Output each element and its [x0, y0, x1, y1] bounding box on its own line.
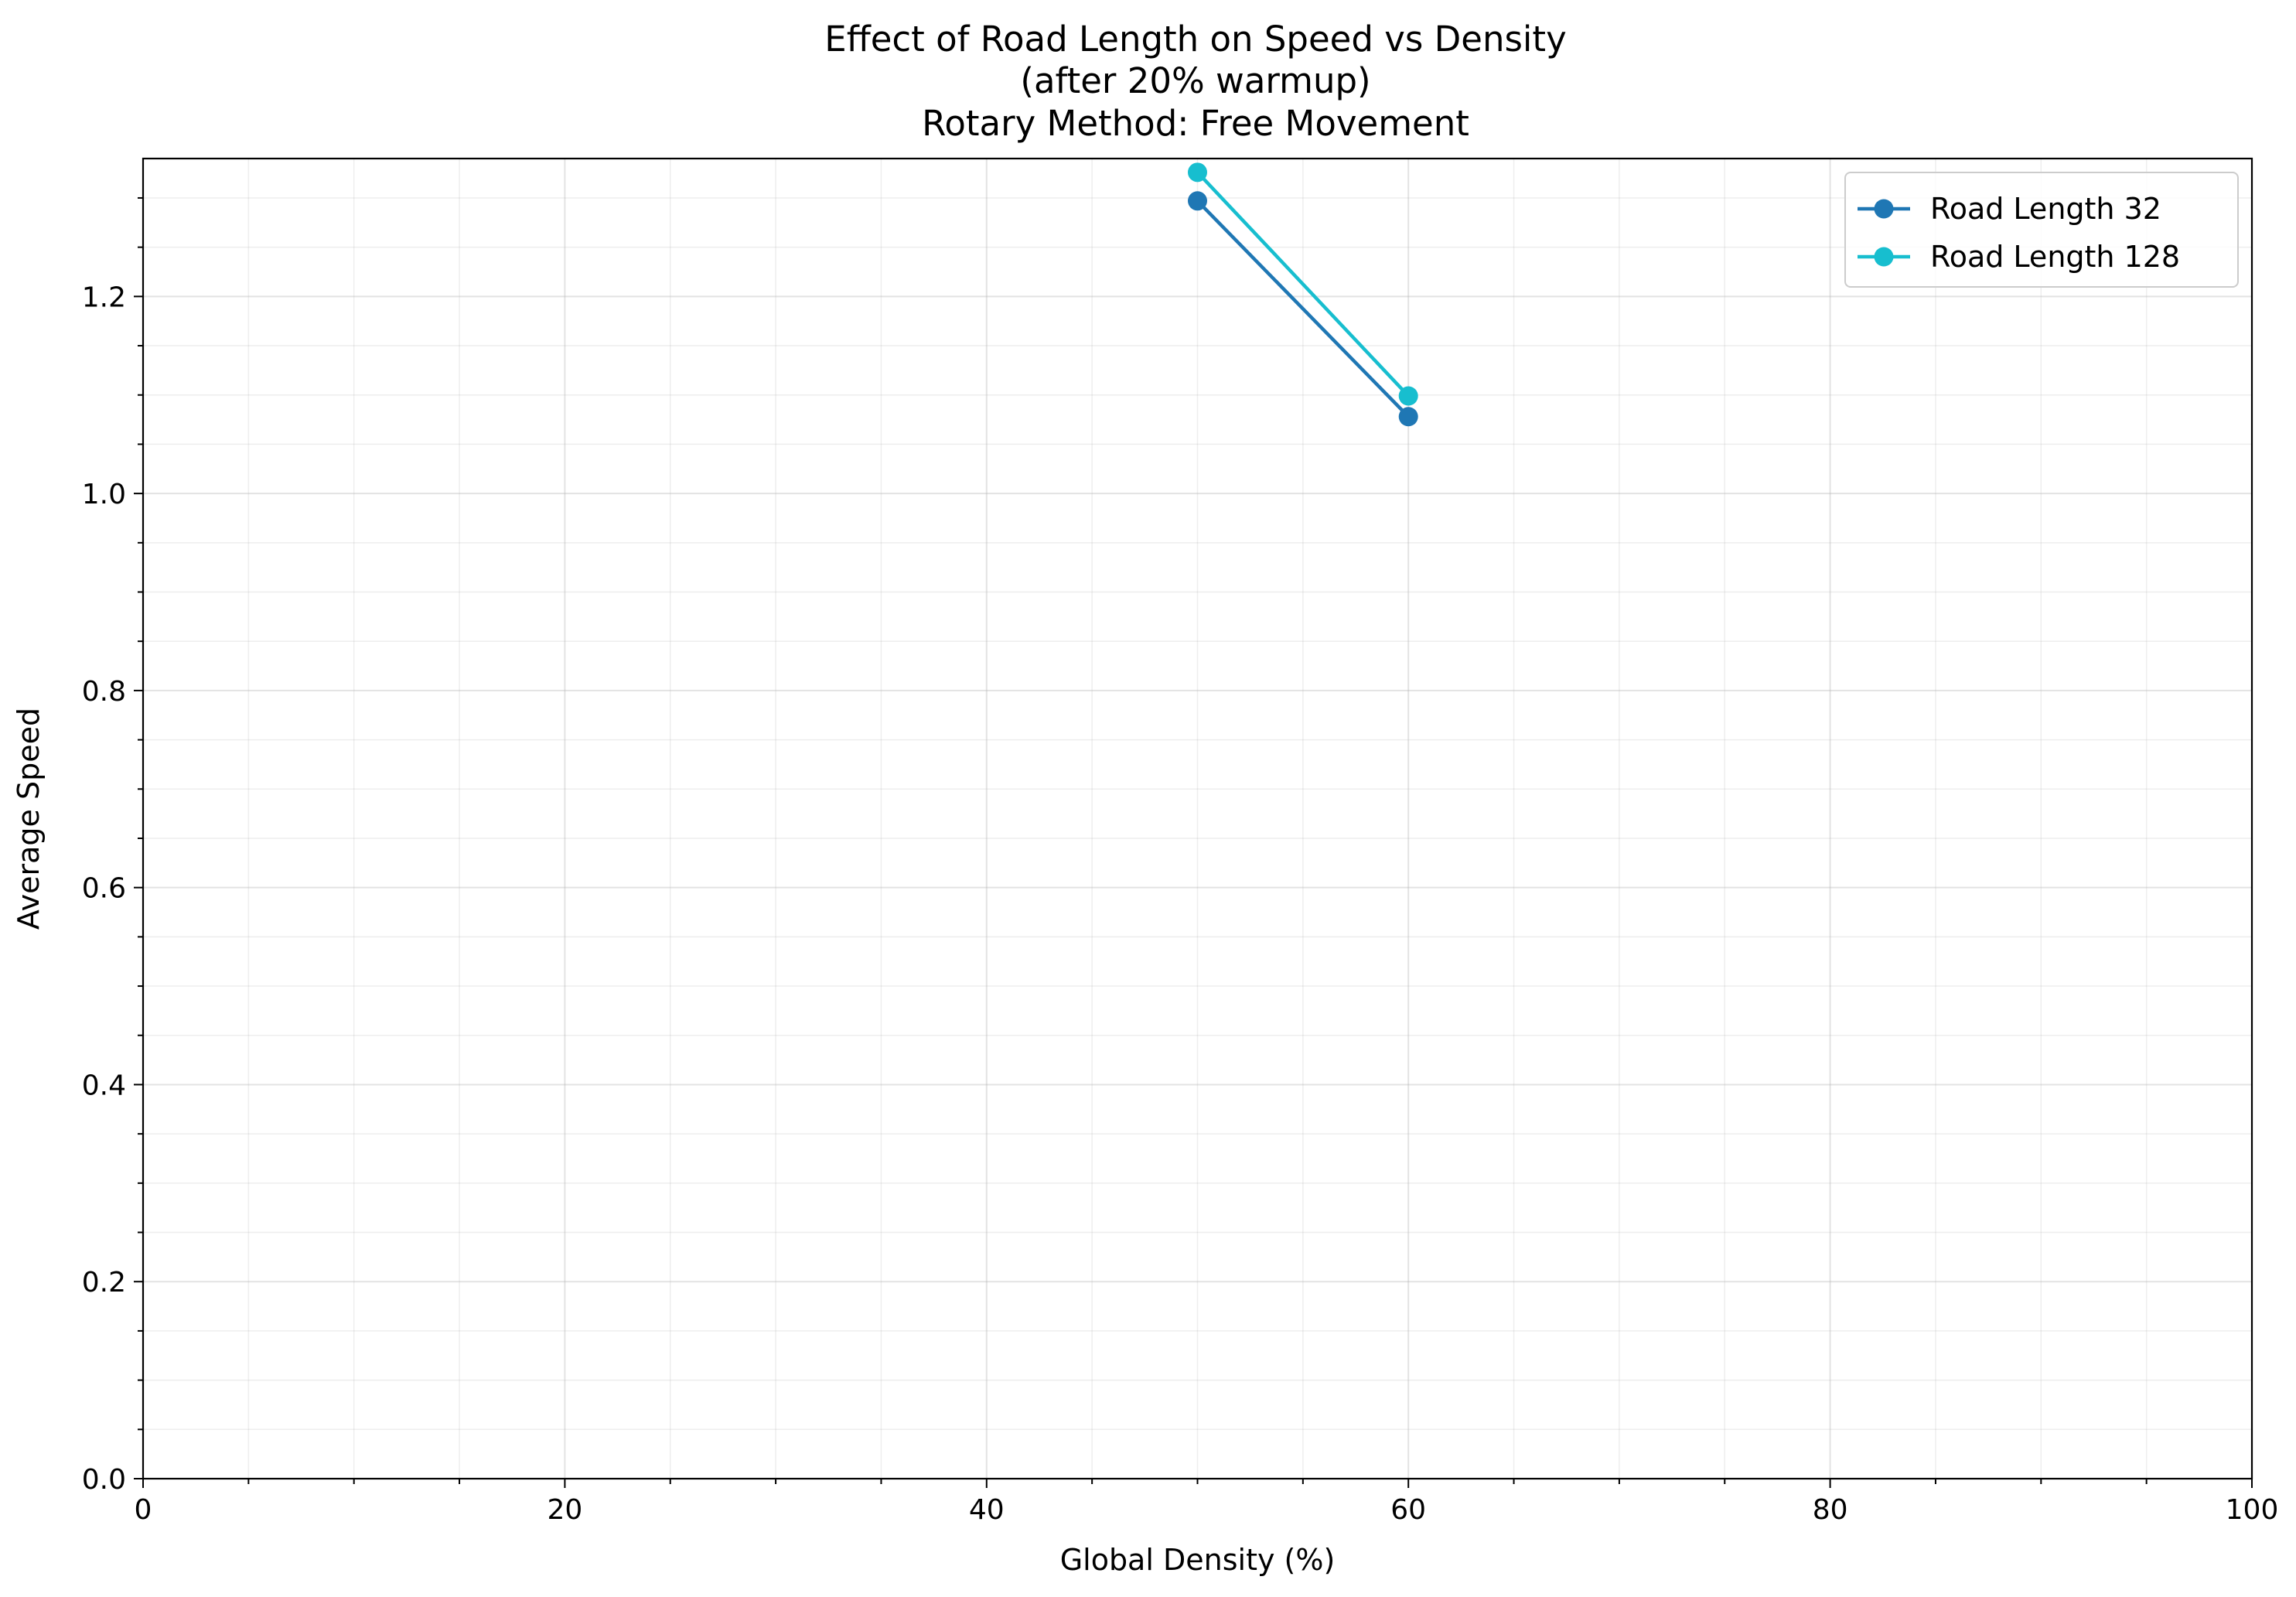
- series-1: [1188, 191, 1418, 427]
- chart-title-line-1: Effect of Road Length on Speed vs Densit…: [824, 19, 1566, 60]
- plot-series: [1188, 162, 1418, 427]
- y-tick-label: 0.6: [82, 873, 126, 905]
- y-tick-label: 1.2: [82, 282, 126, 313]
- legend-label: Road Length 128: [1930, 240, 2180, 274]
- legend-item: Road Length 128: [1858, 240, 2180, 274]
- chart-title: Effect of Road Length on Speed vs Densit…: [824, 19, 1566, 144]
- legend-marker: [1874, 247, 1894, 267]
- x-tick-label: 100: [2226, 1494, 2279, 1526]
- axis-ticks: 0 20 40 60 80 100 0.0 0.2 0.4 0.6 0.8 1.0 1.2: [82, 196, 2279, 1526]
- legend: Road Length 32 Road Length 128: [1844, 172, 2239, 288]
- y-tick-label: 0.0: [82, 1464, 126, 1496]
- series-2: [1188, 162, 1418, 406]
- y-tick-label: 0.2: [82, 1267, 126, 1298]
- series-line: [1196, 171, 1410, 398]
- y-axis-label: Average Speed: [12, 708, 46, 930]
- data-point: [1188, 191, 1207, 211]
- minor-gridlines: [143, 159, 2252, 1479]
- y-tick-label: 1.0: [82, 479, 126, 510]
- x-tick-label: 40: [969, 1494, 1005, 1526]
- y-tick-label: 0.4: [82, 1070, 126, 1101]
- x-tick-label: 60: [1390, 1494, 1426, 1526]
- legend-item: Road Length 32: [1858, 192, 2161, 226]
- data-point: [1398, 407, 1418, 427]
- series-line: [1196, 200, 1410, 418]
- legend-label: Road Length 32: [1930, 192, 2161, 226]
- x-tick-label: 80: [1813, 1494, 1848, 1526]
- x-axis-label: Global Density (%): [1060, 1543, 1336, 1577]
- chart-title-line-3: Rotary Method: Free Movement: [922, 103, 1469, 144]
- chart-title-line-2: (after 20% warmup): [1020, 60, 1370, 101]
- legend-box: [1844, 172, 2239, 288]
- data-point: [1398, 386, 1418, 406]
- data-point: [1188, 162, 1207, 183]
- legend-marker: [1874, 199, 1894, 219]
- x-tick-label: 20: [547, 1494, 582, 1526]
- x-tick-label: 0: [135, 1494, 152, 1526]
- y-tick-label: 0.8: [82, 676, 126, 708]
